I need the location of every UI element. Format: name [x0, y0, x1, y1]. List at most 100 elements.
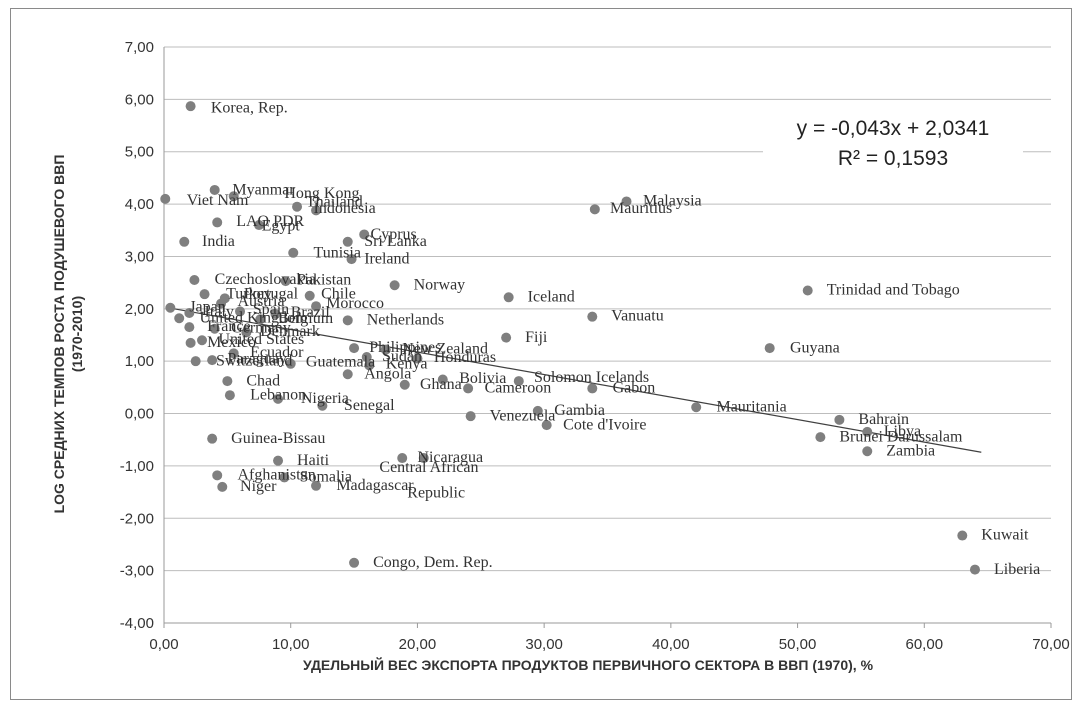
point-label: Lebanon — [250, 386, 306, 403]
point-label: Thailand — [306, 194, 363, 211]
point-label: France — [207, 318, 251, 335]
x-tick-label: 0,00 — [149, 636, 178, 653]
point-label: Trinidad and Tobago — [827, 282, 960, 299]
y-tick-label: -3,00 — [120, 563, 154, 580]
point-label: Libya — [884, 423, 921, 440]
point-label: Cyprus — [371, 226, 417, 243]
point-label: Brunei Darussalam — [839, 428, 963, 445]
point-label: Liberia — [994, 561, 1040, 578]
point-label: Afghanistan — [237, 467, 315, 484]
data-point — [228, 348, 239, 359]
point-label: Portugal — [244, 285, 299, 302]
x-axis-ticks: 0,00 10,00 20,00 30,00 40,00 50,00 60,00 70,00 — [149, 623, 1070, 653]
point-label: Netherlands — [367, 312, 444, 329]
point-label: Fiji — [525, 329, 548, 346]
point-label: Tunisia — [314, 245, 361, 262]
data-point — [342, 315, 353, 326]
data-point — [235, 306, 246, 317]
point-label: Cote d'Ivoire — [563, 416, 646, 433]
data-point — [212, 470, 223, 481]
data-point — [311, 480, 322, 491]
y-tick-label: 2,00 — [125, 301, 154, 318]
point-label: Guyana — [790, 339, 840, 356]
data-point — [184, 322, 195, 333]
point-label: Kuwait — [981, 527, 1029, 544]
data-point — [217, 481, 228, 492]
point-label: Nicaragua — [417, 449, 483, 466]
data-point — [209, 323, 220, 334]
data-point — [834, 414, 845, 425]
point-label: Sudan — [382, 348, 422, 365]
data-point — [273, 393, 284, 404]
data-point — [311, 301, 322, 312]
point-label: Ecuador — [250, 344, 304, 361]
data-point — [361, 351, 372, 362]
point-label: Mauritius — [610, 200, 672, 217]
data-point — [255, 314, 266, 325]
point-label: Spain — [253, 301, 289, 318]
point-label: Gabon — [613, 380, 656, 397]
data-point — [397, 453, 408, 464]
data-point — [212, 217, 223, 228]
data-point — [207, 433, 218, 444]
y-tick-label: 1,00 — [125, 353, 154, 370]
data-points — [160, 101, 980, 575]
data-point — [465, 411, 476, 422]
data-point — [228, 191, 239, 202]
data-point — [209, 184, 220, 195]
data-point — [437, 374, 448, 385]
data-point — [197, 335, 208, 346]
point-label: Angola — [364, 365, 411, 382]
data-point — [587, 311, 598, 322]
data-point — [503, 292, 514, 303]
point-label: Senegal — [344, 397, 395, 414]
point-label: Guinea-Bissau — [231, 430, 325, 447]
point-label: Madagascar — [336, 477, 414, 494]
data-point — [969, 564, 980, 575]
y-tick-label: -1,00 — [120, 458, 154, 475]
point-label: Niger — [240, 478, 277, 495]
data-point — [389, 280, 400, 291]
point-label: Chile — [321, 285, 356, 302]
point-label: Viet Nam — [187, 192, 249, 209]
x-tick-label: 30,00 — [525, 636, 563, 653]
point-label: Bolivia — [459, 370, 506, 387]
point-label: Norway — [414, 276, 466, 293]
data-point — [764, 343, 775, 354]
point-label: LAO PDR — [236, 213, 304, 230]
x-tick-label: 60,00 — [906, 636, 944, 653]
point-label: Mauritania — [716, 398, 786, 415]
data-point — [270, 309, 281, 320]
data-point — [587, 383, 598, 394]
data-point — [317, 400, 328, 411]
y-tick-label: -4,00 — [120, 615, 154, 632]
trendline — [167, 307, 982, 453]
data-point — [280, 276, 291, 287]
data-point — [311, 205, 322, 216]
point-label: Congo, Dem. Rep. — [373, 554, 493, 571]
y-tick-label: 6,00 — [125, 91, 154, 108]
point-label: Indonesia — [314, 200, 376, 217]
data-point — [957, 530, 968, 541]
data-point — [412, 353, 423, 364]
point-label: Philippines — [369, 339, 441, 356]
data-point — [513, 376, 524, 387]
chart-frame: 7,00 6,00 5,00 4,00 3,00 2,00 1,00 0,00 -1,00 -2,… — [10, 8, 1072, 700]
y-tick-label: 4,00 — [125, 196, 154, 213]
point-label: Kenya — [386, 356, 428, 373]
point-label: Gambia — [554, 402, 605, 419]
x-tick-label: 20,00 — [399, 636, 437, 653]
data-point — [359, 229, 370, 240]
point-label: Mexico — [207, 334, 256, 351]
x-tick-label: 50,00 — [779, 636, 817, 653]
point-label: Hong Kong — [284, 185, 359, 202]
y-tick-label: 0,00 — [125, 406, 154, 423]
x-axis-title: УДЕЛЬНЫЙ ВЕС ЭКСПОРТА ПРОДУКТОВ ПЕРВИЧНО… — [303, 656, 874, 673]
data-point — [532, 405, 543, 416]
data-point — [621, 196, 632, 207]
data-point — [399, 379, 410, 390]
data-point — [222, 376, 233, 387]
x-tick-label: 40,00 — [652, 636, 690, 653]
point-label: Cameroon — [485, 380, 552, 397]
data-point — [364, 360, 375, 371]
